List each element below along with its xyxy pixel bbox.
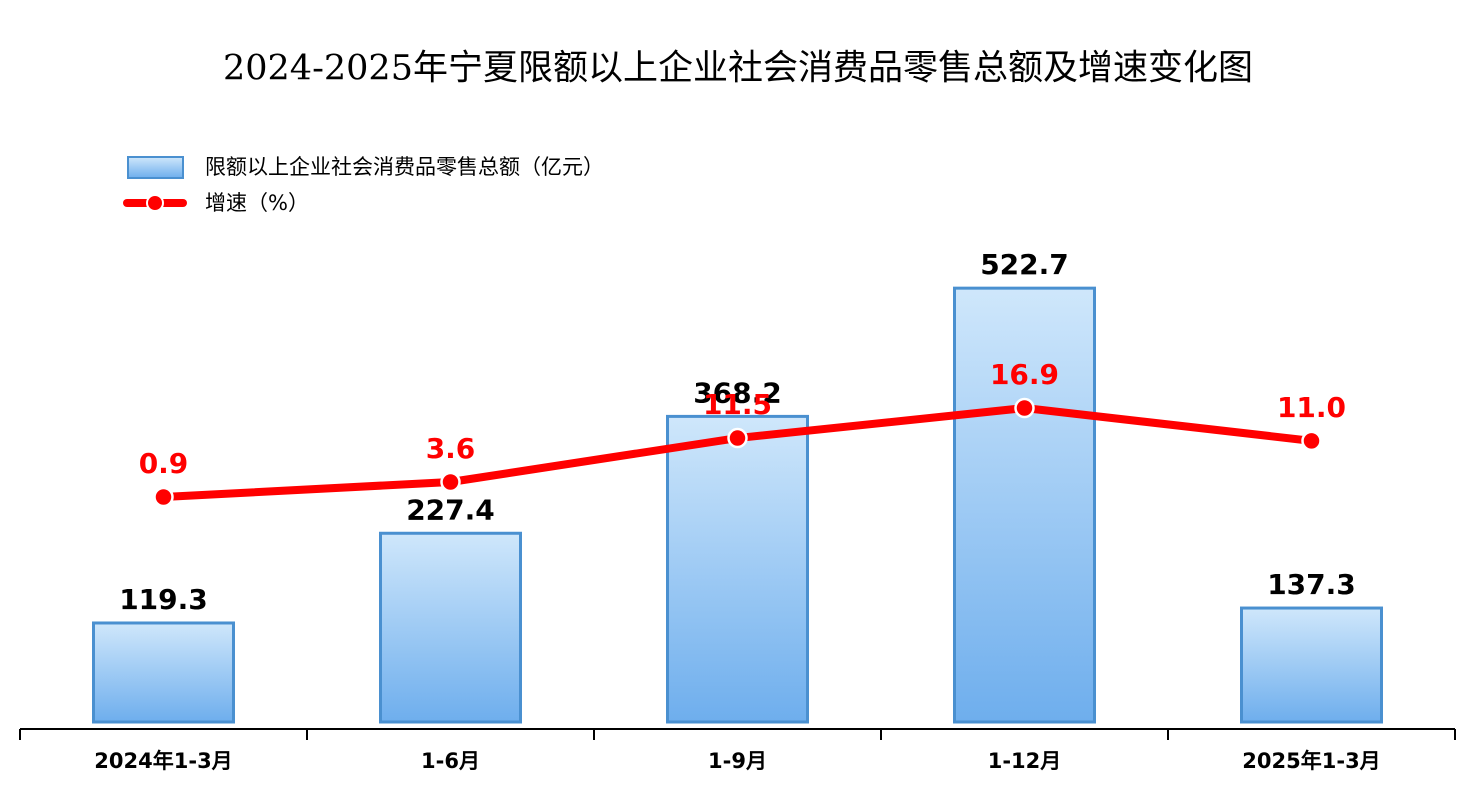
bar — [92, 621, 235, 724]
bar — [953, 286, 1096, 724]
line-marker — [1301, 430, 1322, 452]
chart-title: 2024-2025年宁夏限额以上企业社会消费品零售总额及增速变化图 — [223, 49, 1253, 89]
bar-value-label: 119.3 — [119, 583, 208, 616]
line-value-label: 3.6 — [426, 432, 476, 465]
legend-label: 限额以上企业社会消费品零售总额（亿元） — [205, 155, 604, 179]
line-marker — [440, 471, 461, 493]
line-marker — [1014, 397, 1035, 419]
legend-swatch — [127, 156, 184, 179]
bar-value-label: 227.4 — [406, 493, 495, 526]
x-tick-label: 1-6月 — [421, 749, 480, 773]
x-tick-label: 1-12月 — [988, 749, 1062, 773]
x-tick-label: 2025年1-3月 — [1242, 749, 1380, 773]
line-value-label: 0.9 — [139, 447, 189, 480]
x-tick-label: 2024年1-3月 — [94, 749, 232, 773]
legend-label: 增速（%） — [205, 191, 309, 215]
line-value-label: 11.5 — [703, 388, 772, 421]
legend-marker — [146, 194, 164, 212]
bar — [666, 414, 809, 724]
bar — [379, 531, 522, 724]
line-marker — [727, 427, 748, 449]
line-value-label: 16.9 — [990, 358, 1059, 391]
line-value-label: 11.0 — [1277, 391, 1346, 424]
bar-value-label: 368.2 — [693, 376, 782, 409]
bar-value-label: 137.3 — [1267, 568, 1356, 601]
bar-value-label: 522.7 — [980, 248, 1069, 281]
x-tick-label: 1-9月 — [708, 749, 767, 773]
bar — [1240, 606, 1383, 724]
line-marker — [153, 486, 174, 508]
